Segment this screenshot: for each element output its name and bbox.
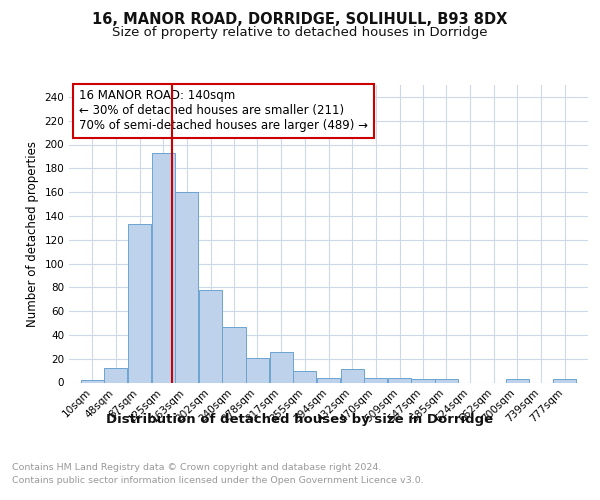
- Bar: [553, 379, 576, 382]
- Bar: [81, 380, 104, 382]
- Bar: [246, 358, 269, 382]
- Bar: [317, 378, 340, 382]
- Text: Contains HM Land Registry data © Crown copyright and database right 2024.: Contains HM Land Registry data © Crown c…: [12, 462, 382, 471]
- Bar: [364, 378, 387, 382]
- Bar: [199, 290, 222, 382]
- Bar: [128, 224, 151, 382]
- Bar: [104, 368, 127, 382]
- Bar: [388, 378, 411, 382]
- Bar: [412, 379, 434, 382]
- Bar: [341, 370, 364, 382]
- Bar: [152, 153, 175, 382]
- Text: Size of property relative to detached houses in Dorridge: Size of property relative to detached ho…: [112, 26, 488, 39]
- Bar: [175, 192, 198, 382]
- Text: Distribution of detached houses by size in Dorridge: Distribution of detached houses by size …: [106, 412, 494, 426]
- Bar: [293, 370, 316, 382]
- Bar: [223, 326, 245, 382]
- Text: 16, MANOR ROAD, DORRIDGE, SOLIHULL, B93 8DX: 16, MANOR ROAD, DORRIDGE, SOLIHULL, B93 …: [92, 12, 508, 28]
- Y-axis label: Number of detached properties: Number of detached properties: [26, 141, 39, 327]
- Bar: [270, 352, 293, 382]
- Bar: [435, 379, 458, 382]
- Text: 16 MANOR ROAD: 140sqm
← 30% of detached houses are smaller (211)
70% of semi-det: 16 MANOR ROAD: 140sqm ← 30% of detached …: [79, 90, 368, 132]
- Text: Contains public sector information licensed under the Open Government Licence v3: Contains public sector information licen…: [12, 476, 424, 485]
- Bar: [506, 379, 529, 382]
